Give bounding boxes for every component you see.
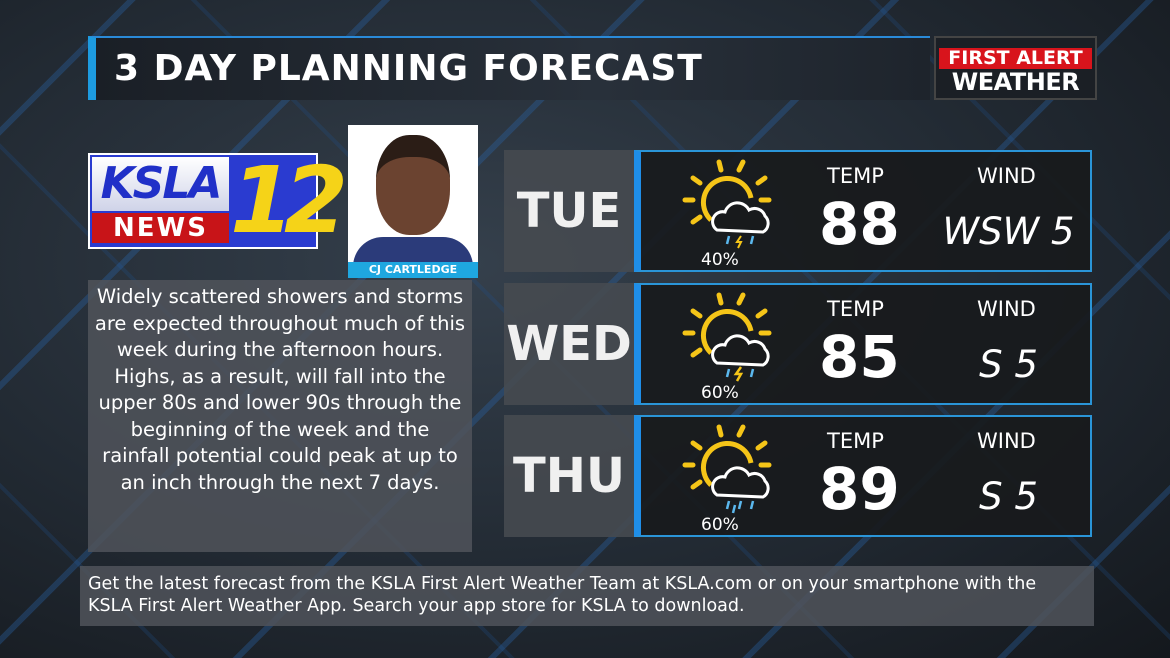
temp-label: TEMP (827, 297, 884, 321)
presenter-name: CJ CARTLEDGE (348, 262, 478, 278)
temp-label: TEMP (827, 429, 884, 453)
wind-value: S 5 (979, 475, 1038, 518)
wind-label: WIND (977, 164, 1036, 188)
temp-value: 89 (819, 455, 900, 523)
photo-face (376, 135, 450, 235)
wind-value: S 5 (979, 343, 1038, 386)
day-label: THU (504, 415, 634, 537)
wind-value: WSW 5 (942, 210, 1075, 253)
sun-cloud-rain-icon (681, 423, 777, 514)
temp-label: TEMP (827, 164, 884, 188)
forecast-description: Widely scattered showers and storms are … (88, 280, 472, 552)
day-panel: 60% TEMP WIND 85 S 5 (634, 283, 1092, 405)
sun-cloud-thunderstorm-icon (681, 291, 777, 382)
ksla-news-12-logo: KSLA NEWS 12 (88, 147, 348, 254)
day-label: TUE (504, 150, 634, 272)
day-panel: 60% TEMP WIND 89 S 5 (634, 415, 1092, 537)
temp-value: 88 (819, 190, 900, 258)
wind-label: WIND (977, 297, 1036, 321)
day-row-wed: WED 60% TEMP WIND 85 S 5 (504, 283, 1092, 405)
page-title: 3 DAY PLANNING FORECAST (114, 48, 703, 89)
day-panel: 40% TEMP WIND 88 WSW 5 (634, 150, 1092, 272)
logo-ksla: KSLA (92, 157, 229, 211)
temp-value: 85 (819, 323, 900, 391)
day-label: WED (504, 283, 634, 405)
wind-label: WIND (977, 429, 1036, 453)
sun-cloud-thunderstorm-icon (681, 158, 777, 249)
brand-line2: WEATHER (951, 68, 1080, 96)
day-row-tue: TUE 40% TEMP WIND 88 WSW 5 (504, 150, 1092, 272)
day-row-thu: THU 60% TEMP WIND 89 S 5 (504, 415, 1092, 537)
logo-12: 12 (230, 147, 348, 254)
brand-line1: FIRST ALERT (939, 48, 1092, 69)
presenter-photo: CJ CARTLEDGE (348, 125, 478, 278)
precip-chance: 40% (701, 250, 739, 270)
logo-news: NEWS (92, 213, 229, 243)
precip-chance: 60% (701, 515, 739, 535)
footer-message: Get the latest forecast from the KSLA Fi… (80, 566, 1094, 626)
precip-chance: 60% (701, 383, 739, 403)
title-bar: 3 DAY PLANNING FORECAST (88, 36, 930, 100)
first-alert-weather-logo: FIRST ALERT WEATHER (934, 36, 1097, 100)
